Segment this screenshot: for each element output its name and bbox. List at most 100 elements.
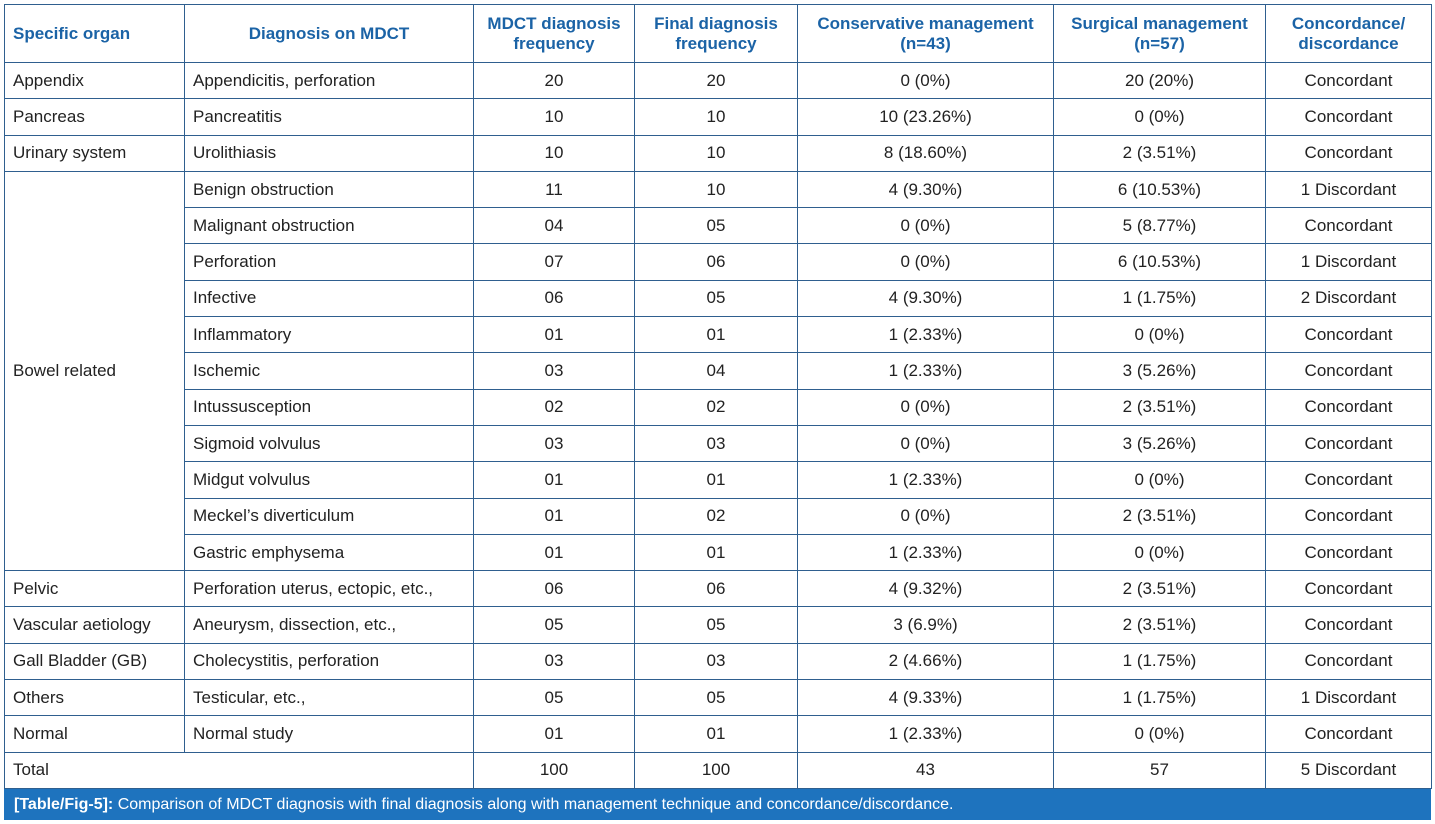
cell-conservative: 2 (4.66%) (797, 642, 1054, 681)
table-row: Pelvic Perforation uterus, ectopic, etc.,… (4, 570, 1432, 608)
cell-conservative: 0 (0%) (797, 243, 1054, 281)
table-body: Appendix Appendicitis, perforation 20 20 0 (… (4, 61, 1432, 789)
cell-specific-organ: Urinary system (4, 134, 185, 172)
cell-concordance: Concordant (1265, 497, 1432, 535)
table-row: Gall Bladder (GB) Cholecystitis, perforat… (4, 642, 1432, 681)
cell-mdct-frequency: 03 (473, 424, 635, 463)
cell-mdct-frequency: 01 (473, 497, 635, 535)
table-row: Normal Normal study 01 01 1 (2.33%) 0 (0%) Con… (4, 715, 1432, 753)
header-row: Specific organ Diagnosis on MDCT MDCT di… (4, 4, 1432, 63)
cell-concordance: Concordant (1265, 424, 1432, 463)
cell-surgical: 20 (20%) (1053, 61, 1266, 100)
cell-final-frequency: 02 (634, 497, 798, 535)
cell-final-frequency: 10 (634, 98, 798, 136)
cell-specific-organ: Gall Bladder (GB) (4, 642, 185, 681)
total-conservative: 43 (797, 751, 1054, 789)
cell-final-frequency: 05 (634, 279, 798, 318)
cell-diagnosis: Midgut volvulus (184, 461, 474, 499)
cell-diagnosis: Aneurysm, dissection, etc., (184, 606, 474, 644)
cell-surgical: 0 (0%) (1053, 316, 1266, 354)
caption-text: Comparison of MDCT diagnosis with final … (113, 796, 954, 813)
cell-final-frequency: 10 (634, 134, 798, 172)
cell-final-frequency: 20 (634, 61, 798, 100)
table-row: Intussusception 02 02 0 (0%) 2 (3.51%) Concor… (5, 388, 1432, 426)
cell-final-frequency: 03 (634, 424, 798, 463)
table-row: Perforation 07 06 0 (0%) 6 (10.53%) 1 Discord… (5, 243, 1432, 281)
cell-final-frequency: 10 (634, 170, 798, 209)
cell-mdct-frequency: 01 (473, 316, 635, 354)
cell-surgical: 6 (10.53%) (1053, 243, 1266, 281)
cell-diagnosis: Gastric emphysema (184, 533, 474, 572)
cell-surgical: 2 (3.51%) (1053, 570, 1266, 608)
cell-diagnosis: Appendicitis, perforation (184, 61, 474, 100)
results-table: Specific organ Diagnosis on MDCT MDCT di… (4, 4, 1432, 789)
cell-diagnosis: Benign obstruction (184, 170, 474, 209)
cell-specific-organ: Pancreas (4, 98, 185, 136)
cell-diagnosis: Meckel’s diverticulum (184, 497, 474, 535)
cell-specific-organ: Normal (4, 715, 185, 753)
caption-label: [Table/Fig-5]: (14, 796, 114, 813)
table-row: Gastric emphysema 01 01 1 (2.33%) 0 (0%) Conc… (5, 533, 1432, 572)
cell-final-frequency: 01 (634, 533, 798, 572)
cell-concordance: 2 Discordant (1265, 279, 1432, 318)
cell-diagnosis: Testicular, etc., (184, 679, 474, 717)
cell-conservative: 0 (0%) (797, 388, 1054, 426)
cell-concordance: Concordant (1265, 98, 1432, 136)
cell-specific-organ: Pelvic (4, 570, 185, 608)
header-surgical-management: Surgical management (n=57) (1053, 4, 1266, 63)
cell-mdct-frequency: 01 (473, 533, 635, 572)
table-row: Meckel’s diverticulum 01 02 0 (0%) 2 (3.51%)… (5, 497, 1432, 535)
cell-surgical: 3 (5.26%) (1053, 352, 1266, 390)
cell-surgical: 5 (8.77%) (1053, 207, 1266, 245)
table-row: Inflammatory 01 01 1 (2.33%) 0 (0%) Concordan… (5, 316, 1432, 354)
cell-surgical: 0 (0%) (1053, 461, 1266, 499)
cell-diagnosis: Malignant obstruction (184, 207, 474, 245)
cell-concordance: 1 Discordant (1265, 170, 1432, 209)
cell-conservative: 3 (6.9%) (797, 606, 1054, 644)
cell-concordance: Concordant (1265, 316, 1432, 354)
cell-concordance: Concordant (1265, 570, 1432, 608)
cell-conservative: 0 (0%) (797, 497, 1054, 535)
cell-mdct-frequency: 03 (473, 352, 635, 390)
cell-specific-organ: Others (4, 679, 185, 717)
total-surgical: 57 (1053, 751, 1266, 789)
cell-mdct-frequency: 10 (473, 134, 635, 172)
cell-conservative: 1 (2.33%) (797, 316, 1054, 354)
cell-concordance: Concordant (1265, 352, 1432, 390)
cell-final-frequency: 02 (634, 388, 798, 426)
cell-mdct-frequency: 06 (473, 279, 635, 318)
table-row: Ischemic 03 04 1 (2.33%) 3 (5.26%) Concordant (5, 352, 1432, 390)
cell-mdct-frequency: 20 (473, 61, 635, 100)
cell-concordance: Concordant (1265, 207, 1432, 245)
table-row: Infective 06 05 4 (9.30%) 1 (1.75%) 2 Discord… (5, 279, 1432, 318)
header-concordance: Concordance/ discordance (1265, 4, 1432, 63)
cell-surgical: 1 (1.75%) (1053, 679, 1266, 717)
cell-conservative: 1 (2.33%) (797, 352, 1054, 390)
cell-mdct-frequency: 03 (473, 642, 635, 681)
cell-diagnosis: Inflammatory (184, 316, 474, 354)
table-row: Vascular aetiology Aneurysm, dissection, … (4, 606, 1432, 644)
cell-diagnosis: Cholecystitis, perforation (184, 642, 474, 681)
cell-diagnosis: Pancreatitis (184, 98, 474, 136)
cell-final-frequency: 01 (634, 715, 798, 753)
cell-mdct-frequency: 05 (473, 606, 635, 644)
cell-mdct-frequency: 01 (473, 715, 635, 753)
cell-concordance: Concordant (1265, 134, 1432, 172)
cell-mdct-frequency: 07 (473, 243, 635, 281)
cell-conservative: 1 (2.33%) (797, 461, 1054, 499)
cell-diagnosis: Perforation uterus, ectopic, etc., (184, 570, 474, 608)
cell-concordance: Concordant (1265, 461, 1432, 499)
cell-surgical: 3 (5.26%) (1053, 424, 1266, 463)
cell-concordance: Concordant (1265, 61, 1432, 100)
cell-concordance: Concordant (1265, 606, 1432, 644)
cell-mdct-frequency: 10 (473, 98, 635, 136)
cell-diagnosis: Ischemic (184, 352, 474, 390)
cell-conservative: 4 (9.33%) (797, 679, 1054, 717)
cell-diagnosis: Normal study (184, 715, 474, 753)
cell-conservative: 8 (18.60%) (797, 134, 1054, 172)
header-diagnosis-on-mdct: Diagnosis on MDCT (184, 4, 474, 63)
cell-final-frequency: 04 (634, 352, 798, 390)
cell-specific-organ: Vascular aetiology (4, 606, 185, 644)
cell-surgical: 0 (0%) (1053, 98, 1266, 136)
table-row: Appendix Appendicitis, perforation 20 20 0 (… (4, 61, 1432, 100)
